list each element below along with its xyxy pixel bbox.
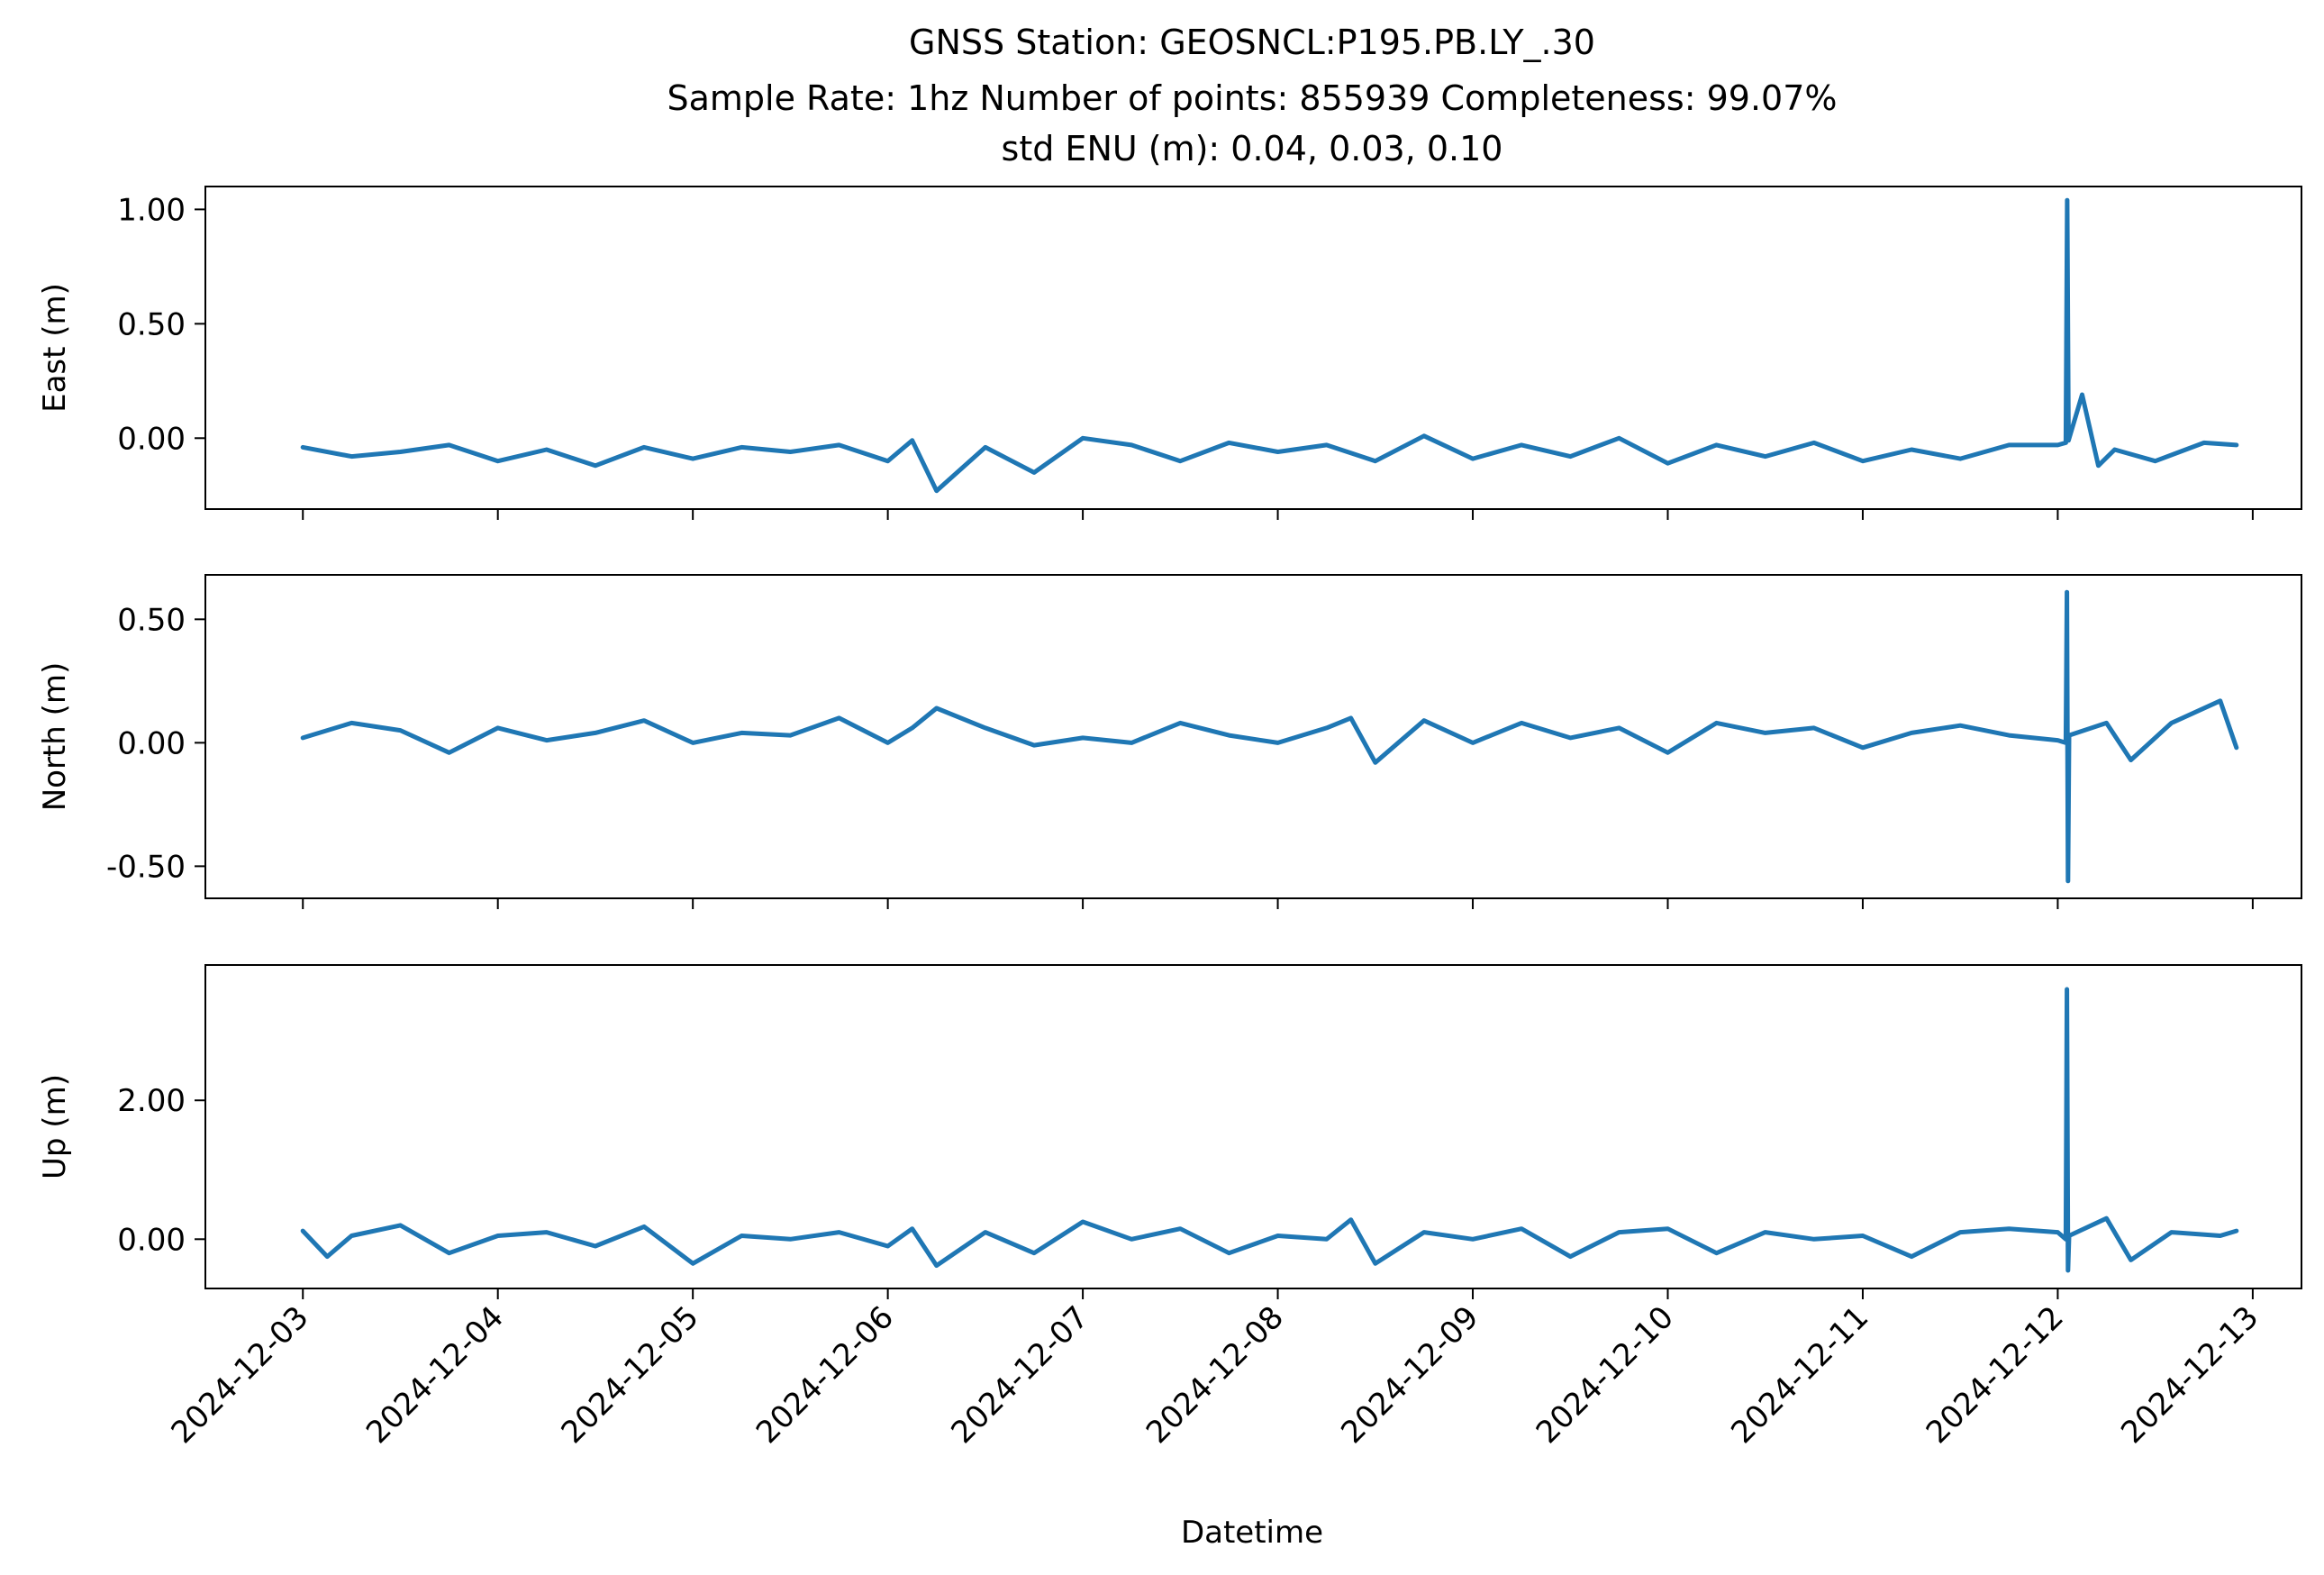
subplot-north: -0.50 0.00 0.50 North (m) — [37, 574, 2302, 909]
up-y-tick-label: 0.00 — [117, 1222, 186, 1258]
up-y-axis-label: Up (m) — [37, 1074, 73, 1179]
figure-title-line-1: GNSS Station: GEOSNCL:P195.PB.LY_.30 — [909, 23, 1595, 62]
figure-title-line-3: std ENU (m): 0.04, 0.03, 0.10 — [1002, 129, 1503, 168]
north-axes-frame — [204, 574, 2302, 899]
east-y-tick-label: 1.00 — [117, 192, 186, 228]
north-y-axis-label: North (m) — [37, 662, 73, 812]
north-y-tick-label: 0.00 — [117, 725, 186, 761]
up-y-tick-label: 2.00 — [117, 1083, 186, 1119]
north-y-tick-label: 0.50 — [117, 602, 186, 638]
east-series-line — [300, 197, 2239, 494]
north-series-line — [300, 589, 2239, 884]
east-y-tick-label: 0.50 — [117, 306, 186, 342]
up-series-line — [300, 987, 2239, 1273]
east-y-axis-label: East (m) — [37, 283, 73, 413]
east-axes-frame — [204, 186, 2302, 510]
east-y-tick-label: 0.00 — [117, 421, 186, 457]
figure-title-line-2: Sample Rate: 1hz Number of points: 85593… — [667, 78, 1838, 118]
up-axes-frame — [204, 964, 2302, 1289]
x-axis-label: Datetime — [1181, 1515, 1323, 1551]
north-y-tick-label: -0.50 — [106, 849, 186, 885]
subplot-east: 0.00 0.50 1.00 East (m) — [37, 186, 2302, 520]
